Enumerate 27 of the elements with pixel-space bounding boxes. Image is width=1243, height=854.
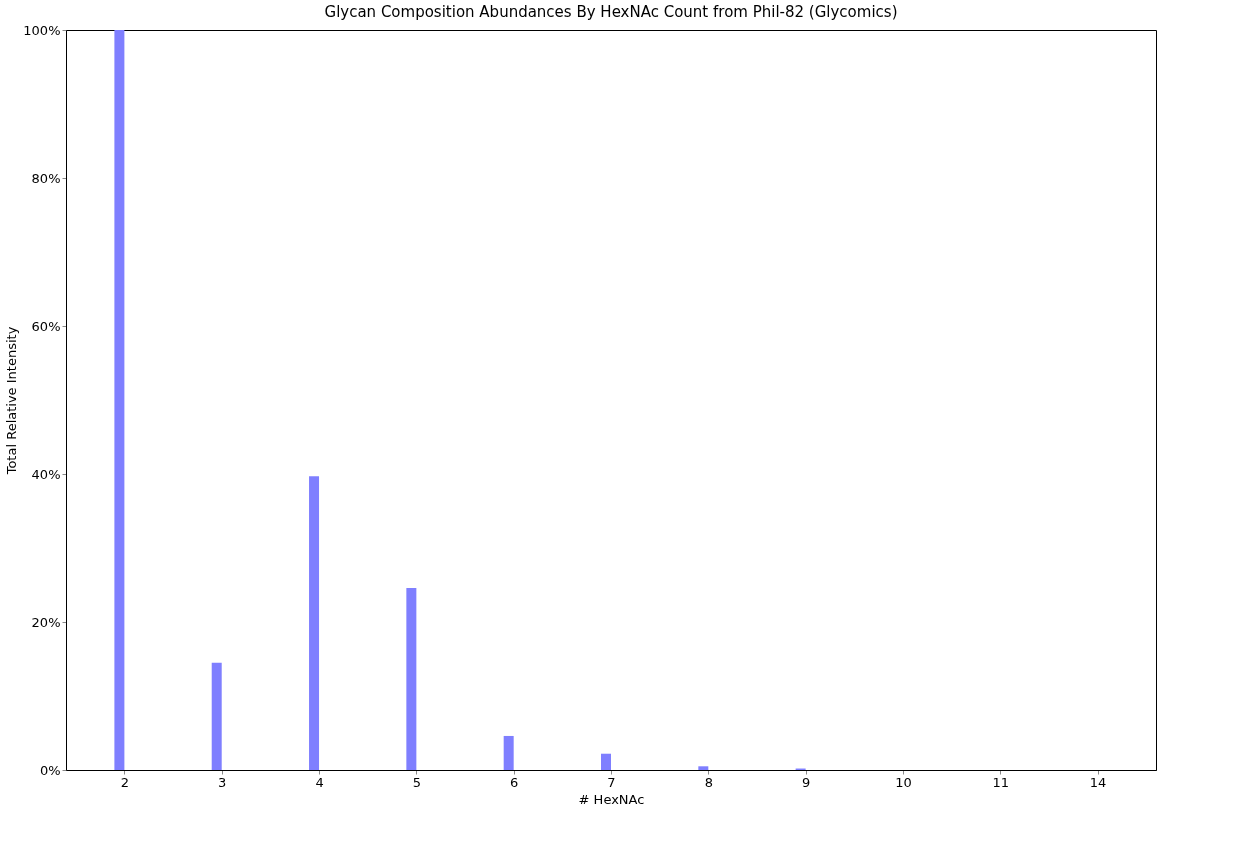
x-tick-label: 11 — [992, 774, 1010, 790]
x-tick-label: 14 — [1089, 774, 1107, 790]
y-tick-label: 20% — [31, 614, 61, 630]
chart-title: Glycan Composition Abundances By HexNAc Count from Phil-82 (Glycomics) — [324, 3, 898, 21]
y-tick-label: 40% — [31, 466, 61, 482]
x-tick-label: 9 — [802, 774, 811, 790]
y-tick-label: 0% — [39, 762, 61, 778]
bar — [114, 30, 125, 770]
bar — [503, 735, 514, 770]
x-tick-label: 3 — [218, 774, 227, 790]
x-axis-title: # HexNAc — [578, 791, 645, 807]
y-tick-label: 60% — [31, 318, 61, 334]
y-tick-label: 80% — [31, 170, 61, 186]
x-tick-label: 6 — [510, 774, 519, 790]
bar — [601, 753, 611, 770]
bar — [309, 476, 320, 770]
x-tick-label: 7 — [607, 774, 616, 790]
y-axis-title: Total Relative Intensity — [4, 326, 20, 476]
x-tick-label: 5 — [412, 774, 421, 790]
bar — [698, 766, 709, 770]
x-tick-label: 8 — [704, 774, 713, 790]
x-tick-label: 4 — [315, 774, 324, 790]
y-tick-label: 100% — [23, 22, 61, 38]
bar — [406, 587, 417, 770]
x-tick-label: 2 — [120, 774, 130, 790]
bar — [211, 662, 222, 770]
x-tick-label: 10 — [895, 774, 912, 790]
